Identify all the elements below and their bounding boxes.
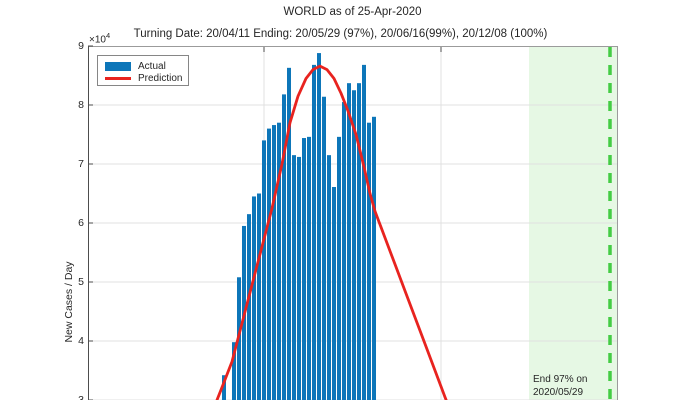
end-annotation-line2: 2020/05/29 <box>533 387 584 398</box>
actual-bar <box>272 125 276 400</box>
actual-bar <box>267 128 271 400</box>
actual-bar <box>257 193 261 400</box>
actual-bar <box>302 138 306 400</box>
end-annotation-line1: End 97% on <box>533 374 588 385</box>
y-tick-label: 6 <box>78 217 84 229</box>
actual-bar <box>312 64 316 400</box>
end-date-annotation: End 97% on 2020/05/29 <box>533 373 588 399</box>
actual-bar <box>307 136 311 400</box>
prediction-line-swatch <box>105 77 131 80</box>
prediction-curve <box>215 64 448 400</box>
actual-bar <box>322 96 326 400</box>
y-tick-label: 3 <box>78 394 84 400</box>
actual-bar <box>297 156 301 400</box>
actual-bar <box>317 53 321 400</box>
actual-bar <box>362 64 366 400</box>
actual-bar <box>327 155 331 400</box>
actual-bar <box>247 214 251 400</box>
actual-bar <box>282 94 286 400</box>
actual-bar <box>357 83 361 400</box>
legend: Actual Prediction <box>97 55 189 86</box>
actual-bar <box>287 67 291 400</box>
legend-item-prediction: Prediction <box>98 72 188 85</box>
y-tick-label: 5 <box>78 276 84 288</box>
actual-bar <box>232 342 236 400</box>
actual-bar <box>222 375 226 400</box>
actual-bar <box>277 122 281 400</box>
actual-bar <box>332 187 336 400</box>
actual-bar <box>262 140 266 400</box>
chart-subtitle: Turning Date: 20/04/11 Ending: 20/05/29 … <box>133 28 548 40</box>
actual-bar <box>347 83 351 400</box>
actual-bar <box>372 116 376 400</box>
legend-label-actual: Actual <box>138 61 166 72</box>
actual-bar-swatch <box>105 62 131 71</box>
y-axis-exponent: ×104 <box>89 31 111 46</box>
actual-bar <box>367 122 371 400</box>
chart-title: WORLD as of 25-Apr-2020 <box>283 6 422 18</box>
y-tick-label: 9 <box>78 40 84 52</box>
y-tick-label: 8 <box>78 99 84 111</box>
actual-bar <box>292 155 296 400</box>
y-tick-label: 7 <box>78 158 84 170</box>
actual-bar <box>337 136 341 400</box>
legend-item-actual: Actual <box>98 60 188 73</box>
actual-bar <box>352 90 356 400</box>
actual-bar <box>252 196 256 400</box>
legend-label-prediction: Prediction <box>138 73 183 84</box>
actual-bar <box>342 102 346 400</box>
y-axis-label: New Cases / Day <box>63 261 75 343</box>
y-tick-label: 4 <box>78 335 84 347</box>
